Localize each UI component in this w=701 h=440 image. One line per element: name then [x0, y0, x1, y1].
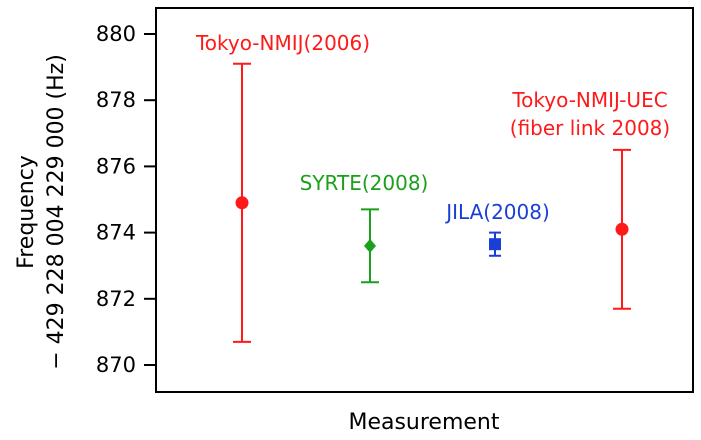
- y-tick-label: 874: [96, 221, 136, 245]
- y-tick-label: 880: [96, 22, 136, 46]
- point-label: JILA(2008): [444, 200, 550, 224]
- data-point: [489, 238, 501, 251]
- y-tick-label: 876: [96, 154, 136, 178]
- point-label: SYRTE(2008): [300, 171, 429, 195]
- x-axis-title: Measurement: [348, 410, 499, 435]
- point-label: (fiber link 2008): [510, 116, 670, 140]
- data-point: [235, 196, 249, 210]
- y-axis-title-line1: Frequency: [14, 155, 39, 269]
- y-tick-label: 878: [96, 88, 136, 112]
- plot-frame: [155, 7, 694, 393]
- data-point: [615, 222, 629, 236]
- data-points: [233, 62, 631, 343]
- data-point: [364, 238, 376, 253]
- y-tick-label: 870: [96, 353, 136, 377]
- y-axis: 870 872 874 876 878 880: [96, 22, 156, 377]
- point-labels: Tokyo-NMIJ(2006) SYRTE(2008) JILA(2008) Tok…: [195, 31, 670, 224]
- y-axis-title-line2: − 429 228 004 229 000 (Hz): [44, 54, 69, 370]
- y-tick-label: 872: [96, 287, 136, 311]
- point-label: Tokyo-NMIJ-UEC: [511, 88, 667, 112]
- point-label: Tokyo-NMIJ(2006): [195, 31, 370, 55]
